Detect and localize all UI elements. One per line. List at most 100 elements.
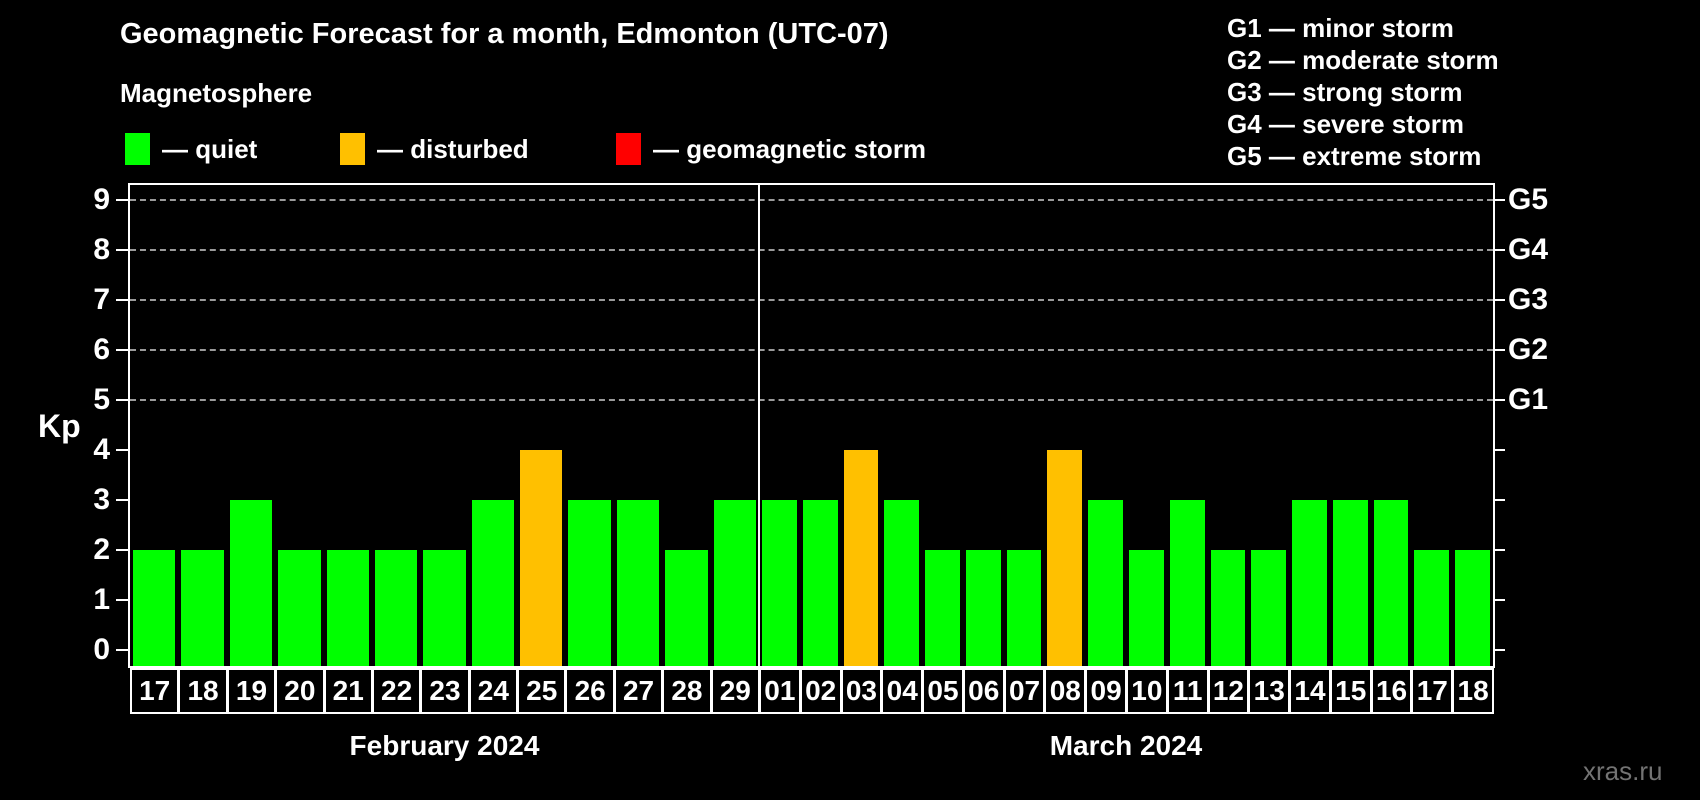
date-cell: 10 (1126, 668, 1168, 714)
y-tick-left (116, 649, 128, 651)
kp-bar (925, 550, 960, 666)
plot-area (128, 183, 1495, 668)
kp-bar (1373, 500, 1409, 666)
kp-bar (665, 550, 708, 666)
date-cell: 26 (565, 668, 615, 714)
g-scale-axis-label: G1 (1508, 383, 1549, 416)
chart-subtitle: Magnetosphere (120, 78, 313, 108)
date-cell: 04 (881, 668, 924, 714)
date-cell: 17 (1411, 668, 1454, 714)
kp-bar (133, 550, 176, 666)
gridline-kp5 (130, 399, 1493, 401)
y-tick-label: 3 (93, 483, 110, 516)
kp-bar (884, 500, 920, 666)
y-tick-label: 6 (93, 333, 110, 366)
legend-item-disturbed: — disturbed (340, 132, 529, 166)
kp-bar (278, 550, 321, 666)
y-tick-left (116, 249, 128, 251)
kp-bar (520, 450, 563, 666)
date-cell: 02 (799, 668, 842, 714)
date-cell: 23 (420, 668, 470, 714)
kp-bar (326, 550, 369, 666)
y-tick-label: 8 (93, 233, 110, 266)
g-scale-axis-label: G5 (1508, 183, 1549, 216)
kp-bar (1047, 450, 1083, 666)
kp-bar (374, 550, 418, 666)
y-tick-left (116, 449, 128, 451)
y-tick-right (1493, 599, 1505, 601)
date-cell: 08 (1044, 668, 1087, 714)
kp-bar (1006, 550, 1042, 666)
y-tick-left (116, 549, 128, 551)
date-cell: 19 (226, 668, 277, 714)
kp-bar (1332, 500, 1368, 666)
kp-bar (616, 500, 660, 666)
gridline-kp8 (130, 249, 1493, 251)
date-cell: 14 (1289, 668, 1331, 714)
y-tick-left (116, 599, 128, 601)
y-tick-right (1493, 399, 1505, 401)
g-scale-legend: G1 — minor storm G2 — moderate storm G3 … (1227, 12, 1499, 172)
date-cell: 13 (1248, 668, 1291, 714)
storm-color-swatch (616, 133, 641, 165)
kp-bar (1455, 550, 1490, 666)
gridline-kp9 (130, 199, 1493, 201)
kp-bar (762, 500, 797, 666)
kp-bar (713, 500, 756, 666)
kp-bar (1210, 550, 1246, 666)
kp-bar (802, 500, 838, 666)
disturbed-color-swatch (340, 133, 365, 165)
date-cell: 24 (468, 668, 519, 714)
date-cell: 29 (710, 668, 760, 714)
kp-bar (843, 450, 879, 666)
g2-legend-line: G2 — moderate storm (1227, 45, 1499, 75)
kp-bar (229, 500, 273, 666)
y-tick-right (1493, 199, 1505, 201)
date-cell: 11 (1166, 668, 1209, 714)
g5-legend-line: G5 — extreme storm (1227, 141, 1482, 171)
date-cell: 06 (962, 668, 1005, 714)
date-cell: 15 (1329, 668, 1372, 714)
chart-title: Geomagnetic Forecast for a month, Edmont… (120, 18, 889, 50)
date-cell: 27 (613, 668, 664, 714)
g-scale-axis-label: G2 (1508, 333, 1549, 366)
legend-item-storm: — geomagnetic storm (616, 132, 926, 166)
legend: — quiet — disturbed — geomagnetic storm (0, 132, 1100, 168)
g-scale-axis-label: G3 (1508, 283, 1549, 316)
gridline-kp7 (130, 299, 1493, 301)
date-cell: 16 (1370, 668, 1413, 714)
kp-bar (1292, 500, 1327, 666)
month-divider-line (758, 185, 760, 666)
g3-legend-line: G3 — strong storm (1227, 77, 1463, 107)
y-tick-left (116, 299, 128, 301)
y-tick-left (116, 349, 128, 351)
y-tick-right (1493, 549, 1505, 551)
kp-bar (965, 550, 1001, 666)
date-cell: 12 (1207, 668, 1250, 714)
date-cell: 21 (323, 668, 373, 714)
g-scale-axis-label: G4 (1508, 233, 1549, 266)
y-tick-right (1493, 249, 1505, 251)
kp-bar (181, 550, 224, 666)
date-cell: 01 (759, 668, 801, 714)
kp-bar (1169, 500, 1205, 666)
y-tick-label: 5 (93, 383, 110, 416)
date-cell: 20 (275, 668, 325, 714)
y-tick-right (1493, 649, 1505, 651)
date-cell: 03 (840, 668, 883, 714)
date-cell: 25 (517, 668, 567, 714)
y-tick-right (1493, 449, 1505, 451)
y-tick-right (1493, 349, 1505, 351)
y-tick-left (116, 399, 128, 401)
gridline-kp6 (130, 349, 1493, 351)
g4-legend-line: G4 — severe storm (1227, 109, 1465, 139)
y-tick-label: 2 (93, 533, 110, 566)
legend-item-quiet: — quiet (125, 132, 257, 166)
date-cell: 05 (922, 668, 964, 714)
kp-bar (1251, 550, 1287, 666)
month-label: March 2024 (1049, 730, 1203, 761)
y-tick-left (116, 499, 128, 501)
legend-label-quiet: — quiet (162, 133, 258, 164)
y-tick-label: 4 (93, 433, 110, 466)
y-tick-right (1493, 499, 1505, 501)
